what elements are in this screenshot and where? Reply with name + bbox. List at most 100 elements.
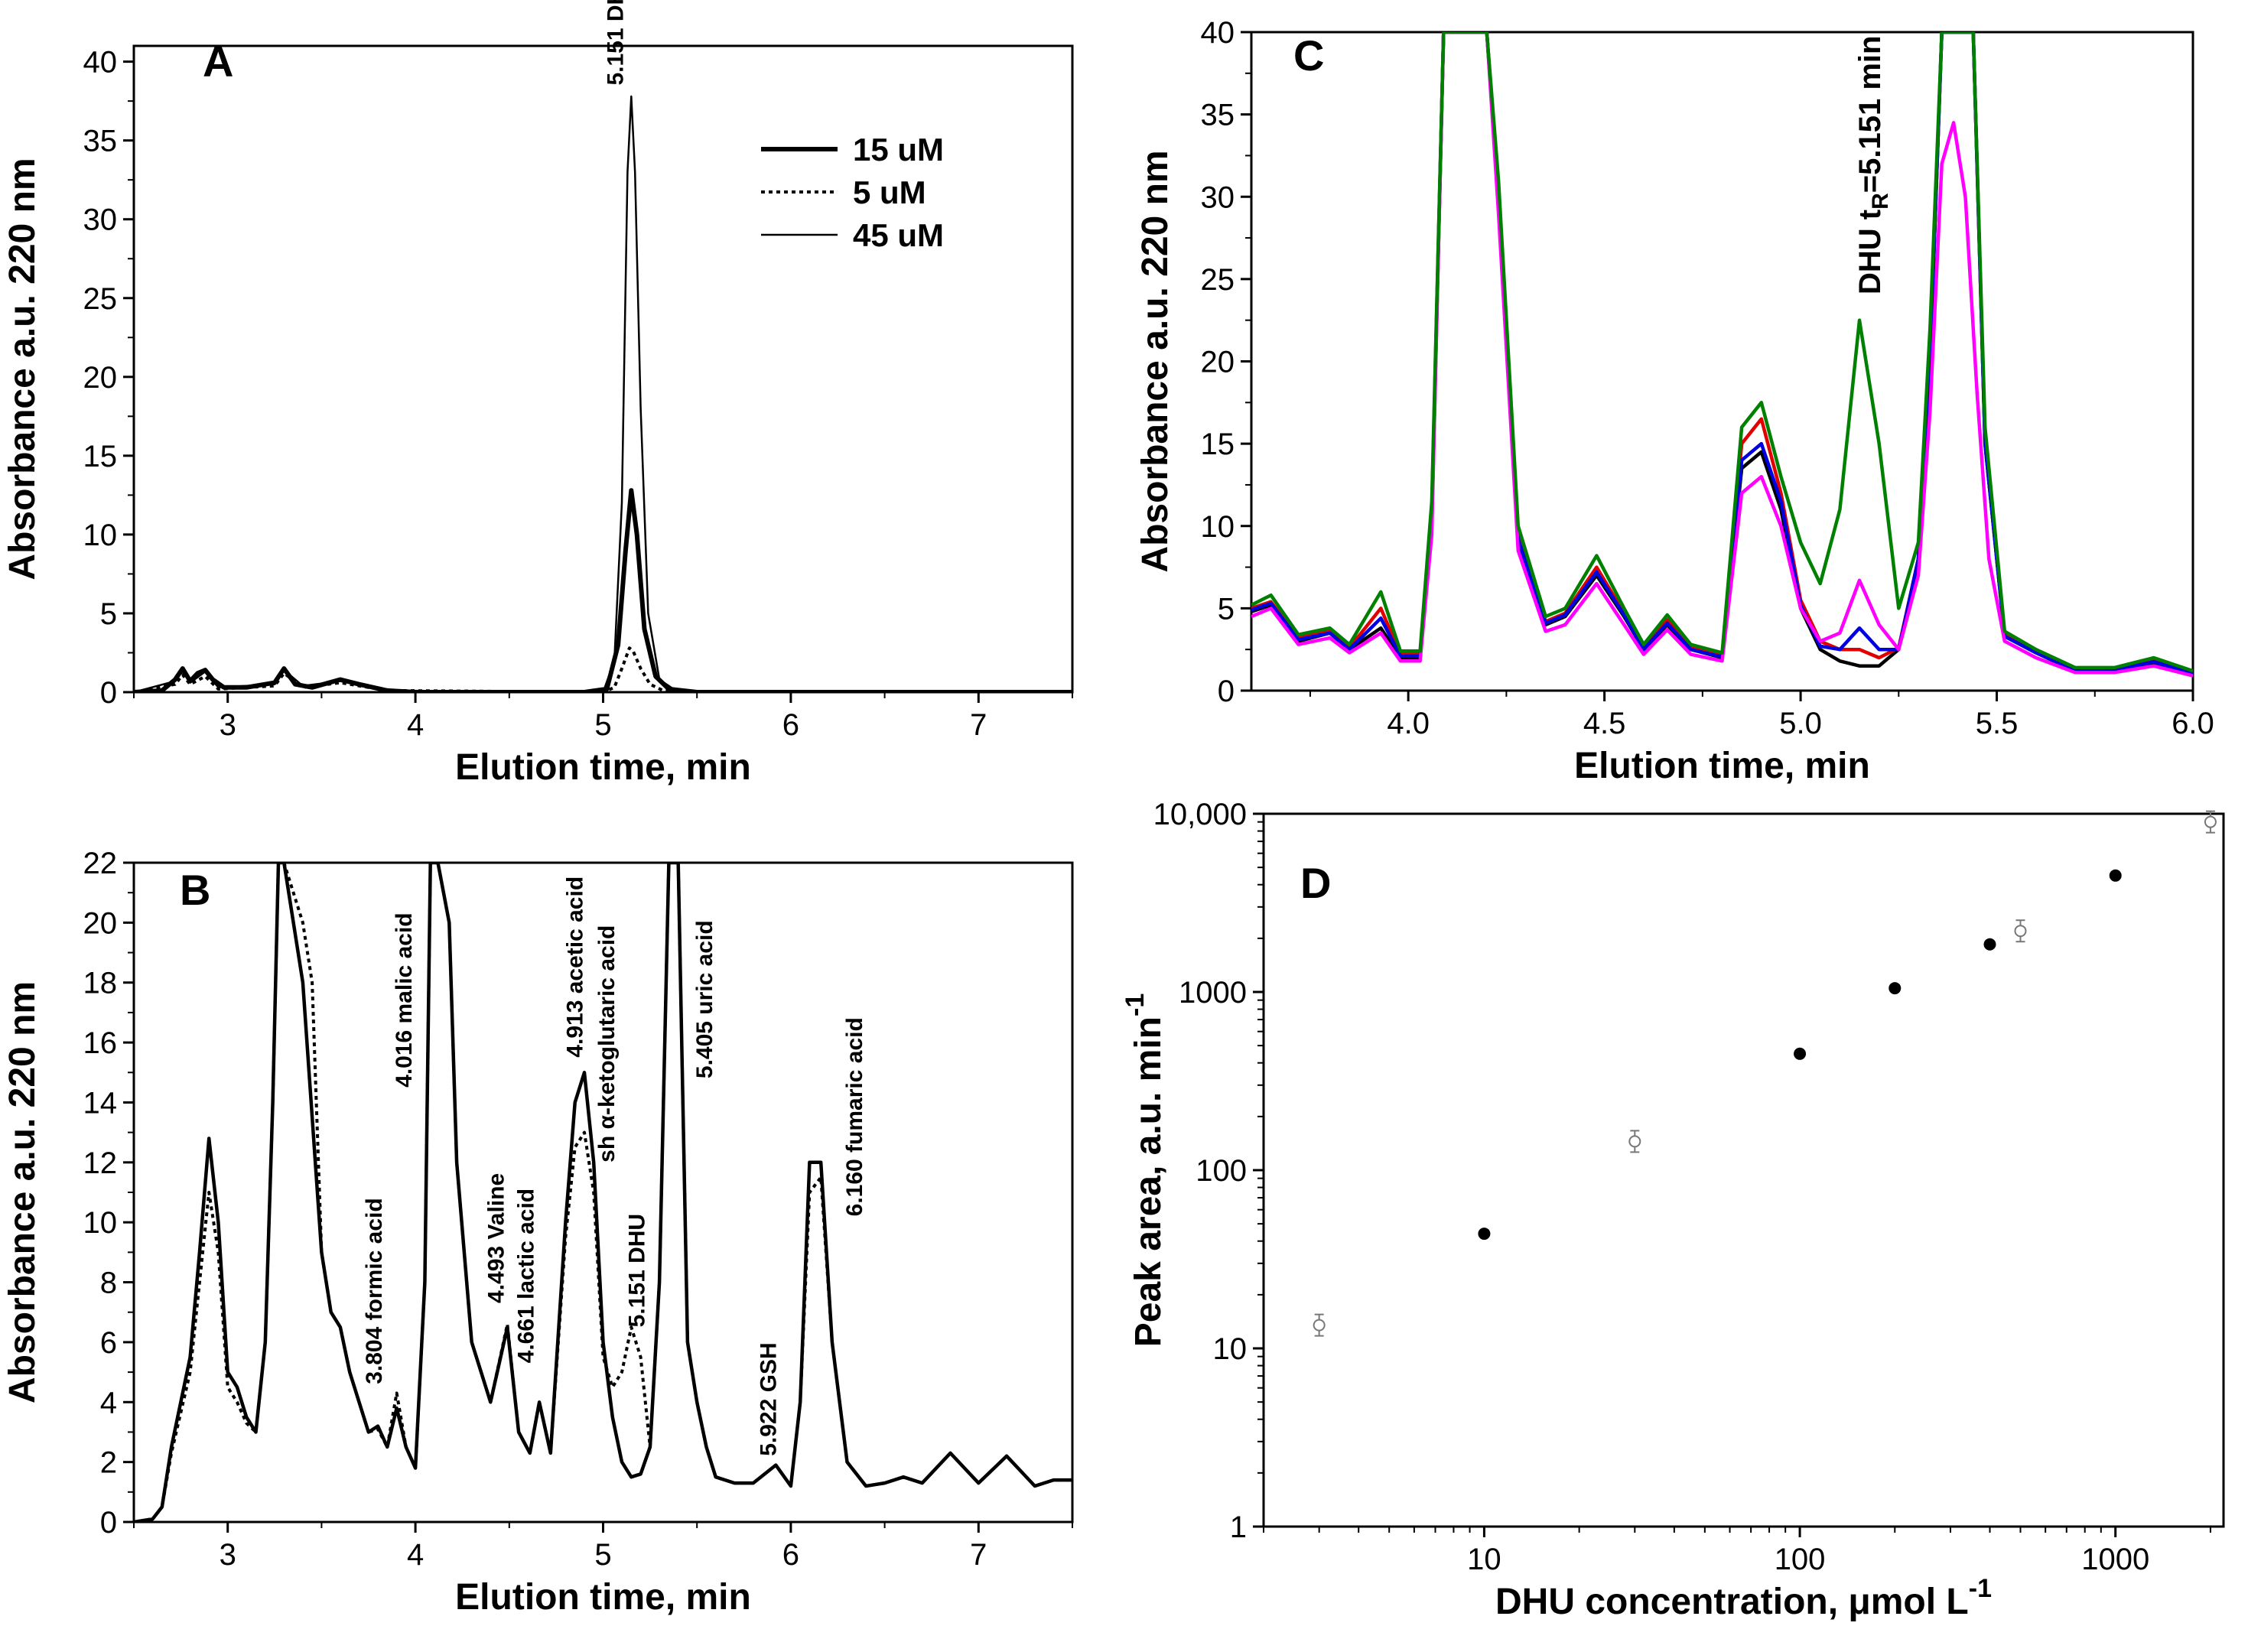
y-tick-label: 14 [83, 1086, 118, 1120]
data-point-filled [1478, 1228, 1491, 1241]
y-tick-label: 20 [1201, 346, 1235, 379]
x-tick-label: 7 [970, 708, 987, 742]
x-tick-label: 3 [220, 1538, 236, 1572]
series-line-5-uM [134, 646, 1072, 692]
y-tick-label: 16 [83, 1026, 118, 1060]
x-tick-label: 5.5 [1976, 707, 2019, 740]
x-tick-label: 4 [407, 708, 424, 742]
data-point-filled [1794, 1047, 1807, 1060]
peak-annotation: 6.160 fumaric acid [842, 1017, 867, 1216]
panel-B: 3 4 5 6 7 0 2 4 6 8 10 12 14 16 18 20 22 Elution time, mi… [2, 847, 1074, 1618]
x-axis-title: Elution time, min [1574, 746, 1870, 786]
y-tick-label: 5 [100, 597, 117, 631]
panel-D: 10 100 1000 1 10 100 1000 10,000 DHU concentrati… [1121, 798, 2225, 1622]
x-axis-title-sup: -1 [1969, 1574, 1992, 1603]
peak-annotation: 3.804 formic acid [362, 1198, 387, 1384]
peak-annotation: 5.405 uric acid [692, 920, 717, 1078]
panel-label: B [180, 866, 210, 914]
y-tick-label: 10 [1201, 510, 1235, 544]
x-tick-label: 1000 [2081, 1543, 2149, 1576]
dhu-annotation-sub: R [1868, 193, 1893, 210]
peak-annotation: 4.016 malic acid [392, 912, 417, 1088]
data-point-filled [1983, 938, 1996, 951]
x-tick-label: 4.0 [1387, 707, 1430, 740]
x-tick-label: 6 [782, 708, 799, 742]
panel-label: D [1300, 859, 1331, 907]
x-tick-label: 10 [1467, 1543, 1501, 1576]
legend-label: 15 uM [853, 132, 944, 167]
y-tick-label: 15 [83, 440, 118, 473]
panel-A: 3 4 5 6 7 0 5 10 15 20 25 30 35 40 Elution time, min Ab… [2, 0, 1074, 788]
x-tick-label: 5 [594, 708, 611, 742]
peak-annotation: 4.661 lactic acid [514, 1189, 539, 1364]
y-tick-label: 30 [83, 203, 118, 237]
y-tick-label: 10 [1213, 1332, 1248, 1366]
legend: 15 uM 5 uM 45 uM [761, 132, 944, 253]
y-tick-label: 12 [83, 1146, 118, 1180]
y-tick-label: 5 [1218, 592, 1235, 626]
peak-annotation: 5.151 DHU [603, 0, 628, 86]
y-tick-label: 8 [100, 1267, 117, 1300]
y-tick-label: 18 [83, 967, 118, 1000]
y-tick-label: 25 [83, 282, 118, 316]
peak-annotation: 4.913 acetic acid [563, 876, 588, 1058]
series-line-45-uM [134, 95, 1072, 692]
data-point-open [2014, 925, 2027, 938]
panel-label: A [203, 37, 233, 86]
y-axis-title: Absorbance a.u. 220 nm [1135, 150, 1176, 572]
y-axis-title: Peak area, a.u. min-1 [1121, 993, 1169, 1347]
y-tick-label: 10 [83, 1206, 118, 1240]
y-tick-label: 0 [1218, 675, 1235, 708]
y-tick-label: 25 [1201, 263, 1235, 297]
x-tick-label: 3 [220, 708, 236, 742]
y-tick-label: 100 [1196, 1154, 1247, 1188]
dhu-annotation: DHU tR=5.151 min [1853, 36, 1893, 294]
dhu-annotation-suffix: =5.151 min [1853, 36, 1887, 193]
x-tick-label: 7 [970, 1538, 987, 1572]
data-point-open [1313, 1319, 1326, 1332]
x-tick-label: 100 [1775, 1543, 1826, 1576]
y-tick-label: 10 [83, 519, 118, 552]
x-tick-label: 5.0 [1779, 707, 1822, 740]
peak-annotation: 4.493 Valine [483, 1173, 509, 1303]
x-tick-label: 5 [594, 1538, 611, 1572]
y-tick-label: 40 [83, 46, 118, 80]
y-tick-label: 30 [1201, 180, 1235, 214]
data-point-open [1628, 1135, 1641, 1148]
y-tick-label: 0 [100, 676, 117, 710]
y-tick-label: 40 [1201, 16, 1235, 50]
y-axis-title: Absorbance a.u. 220 nm [2, 981, 43, 1403]
y-tick-label: 15 [1201, 428, 1235, 461]
y-tick-label: 1 [1230, 1511, 1247, 1544]
y-tick-label: 10,000 [1153, 798, 1247, 831]
panel-C: 4.0 4.5 5.0 5.5 6.0 0 5 10 15 20 25 30 35 40 Elution t… [1135, 16, 2214, 786]
panel-label: C [1293, 31, 1324, 80]
x-tick-label: 4 [407, 1538, 424, 1572]
y-tick-label: 35 [1201, 99, 1235, 132]
y-tick-label: 20 [83, 906, 118, 940]
data-point-open [2204, 815, 2217, 828]
x-axis-title: Elution time, min [455, 1577, 751, 1618]
y-axis-title: Absorbance a.u. 220 nm [2, 158, 43, 580]
x-axis-title: DHU concentration, μmol L-1 [1495, 1574, 1992, 1622]
peak-annotation: 5.151 DHU [624, 1214, 649, 1327]
x-tick-label: 6 [782, 1538, 799, 1572]
x-axis-title: Elution time, min [455, 747, 751, 788]
series-line-green [1251, 32, 2193, 673]
peak-annotation: sh α-ketoglutaric acid [594, 925, 620, 1163]
y-tick-label: 1000 [1179, 976, 1247, 1010]
peak-annotation: 5.922 GSH [756, 1342, 781, 1455]
y-tick-label: 22 [83, 847, 118, 880]
data-point-filled [1889, 982, 1902, 995]
y-tick-label: 4 [100, 1386, 117, 1419]
x-tick-label: 4.5 [1583, 707, 1626, 740]
legend-label: 5 uM [853, 174, 926, 210]
y-tick-label: 35 [83, 125, 118, 158]
series-line-spiked [134, 863, 1072, 1522]
x-tick-label: 6.0 [2172, 707, 2214, 740]
y-axis-title-sup: -1 [1121, 993, 1150, 1016]
y-tick-label: 2 [100, 1446, 117, 1480]
series-line-15-uM [134, 488, 1072, 692]
